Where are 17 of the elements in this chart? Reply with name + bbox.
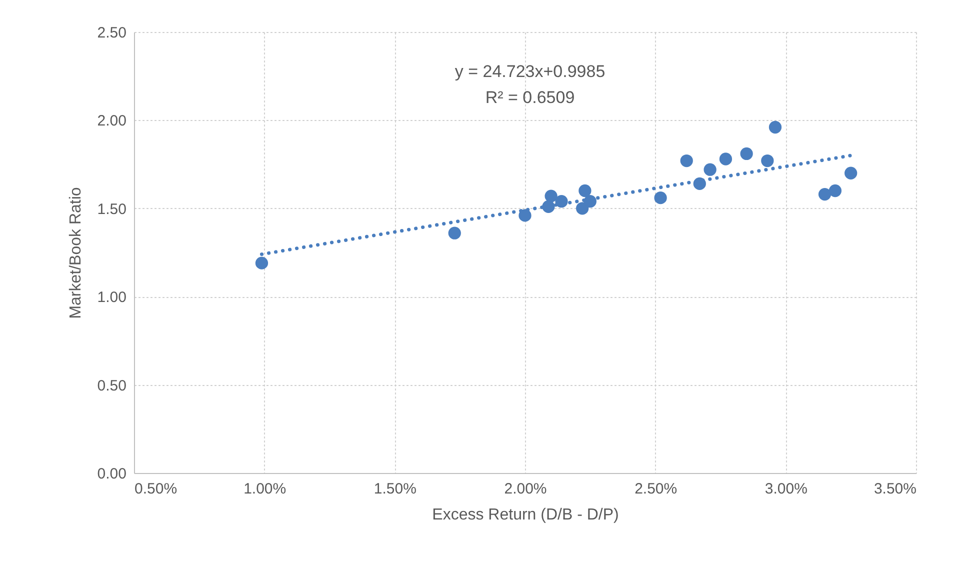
x-tick-label: 0.50% (134, 480, 178, 498)
annotation: y = 24.723x+0.9985 (454, 62, 606, 81)
x-axis-title: Excess Return (D/B - D/P) (432, 506, 619, 524)
y-tick-label: 1.50 (97, 200, 126, 218)
x-tick-label: 1.50% (374, 480, 416, 498)
y-tick-label: 1.00 (97, 289, 126, 306)
y-tick-label: 2.50 (97, 24, 126, 42)
y-tick-label: 0.50 (97, 377, 126, 394)
x-tick-label: 2.00% (504, 480, 547, 498)
x-tick-label: 1.00% (244, 480, 286, 498)
y-tick-label: 2.00 (97, 112, 126, 130)
x-tick-label: 3.50% (874, 480, 916, 498)
annotation: R² = 0.6509 (485, 88, 575, 107)
y-tick-label: 0.00 (97, 466, 126, 482)
x-tick-label: 3.00% (764, 480, 808, 498)
x-tick-label: 2.50% (634, 480, 678, 498)
y-axis-title: Market/Book Ratio (67, 187, 84, 319)
